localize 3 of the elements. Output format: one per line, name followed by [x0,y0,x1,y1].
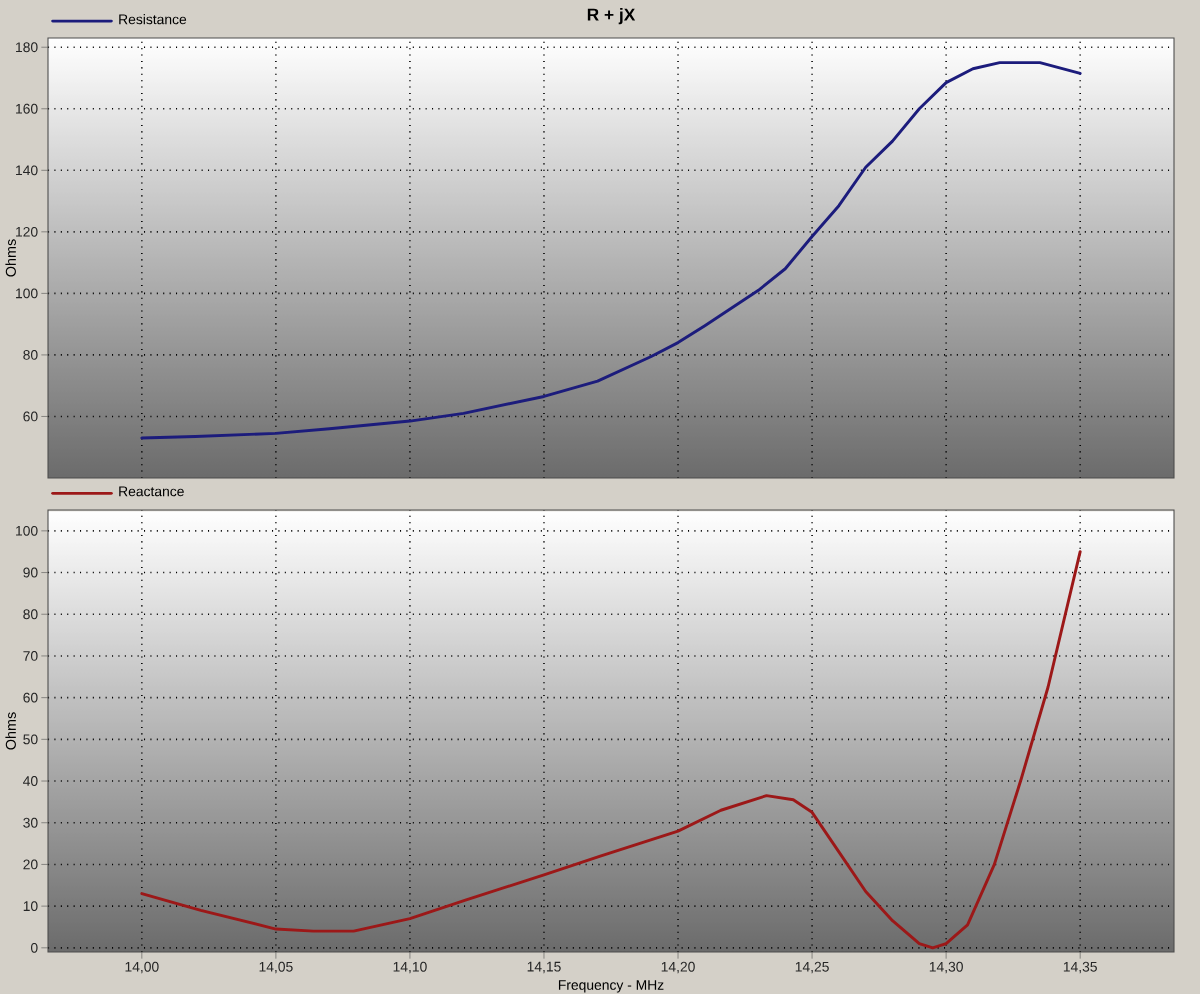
line-series [140,550,1082,950]
chart-title: R + jX [587,8,636,25]
line-series [140,61,1082,440]
